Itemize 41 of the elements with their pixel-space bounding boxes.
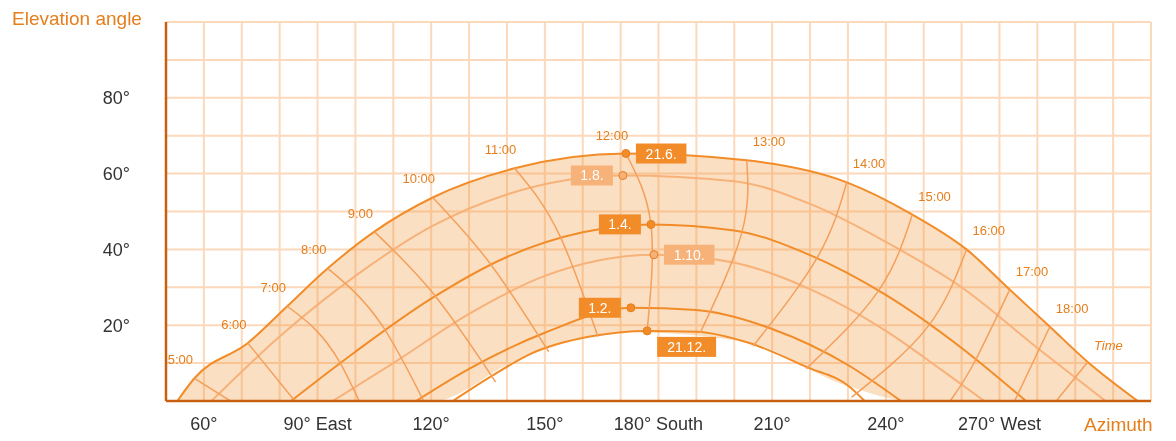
series-label: 21.6. xyxy=(645,145,677,162)
annotation: 18:00 xyxy=(1055,300,1089,316)
y-axis-title: Elevation angle xyxy=(12,8,142,30)
point xyxy=(618,171,628,180)
series-label: 1.4. xyxy=(608,216,632,233)
point xyxy=(642,326,652,336)
point xyxy=(649,250,659,260)
series-label: 1.2. xyxy=(588,299,612,316)
x-tick-label: 180° South xyxy=(613,413,704,434)
annotation: 17:00 xyxy=(1015,263,1049,279)
annotation: 13:00 xyxy=(752,134,786,150)
point xyxy=(626,303,636,313)
series-label: 1.8. xyxy=(580,167,604,184)
annotation: 6:00 xyxy=(221,317,247,333)
y-tick-label: 60° xyxy=(102,163,130,184)
x-tick-label: 150° xyxy=(526,413,564,434)
annotation: 9:00 xyxy=(347,205,374,221)
x-tick-label: 120° xyxy=(412,413,450,434)
annotation: 16:00 xyxy=(972,223,1006,239)
annotation: 7:00 xyxy=(260,280,286,296)
x-axis-title: Azimuth xyxy=(1084,414,1153,436)
annotation: 11:00 xyxy=(484,142,517,158)
x-tick-label: 210° xyxy=(753,413,791,434)
x-tick-label: 270° West xyxy=(958,413,1041,434)
series-label: 1.10. xyxy=(673,246,705,263)
annotation: 14:00 xyxy=(852,156,886,172)
y-tick-label: 80° xyxy=(102,88,130,109)
x-tick-label: 240° xyxy=(867,413,905,434)
y-tick-label: 20° xyxy=(102,315,130,336)
point xyxy=(621,149,631,159)
annotation: 15:00 xyxy=(918,188,951,204)
y-tick-label: 40° xyxy=(102,239,130,260)
annotation: 12:00 xyxy=(595,127,629,143)
annotation: Time xyxy=(1094,338,1123,353)
point xyxy=(646,219,656,229)
series-label: 21.12. xyxy=(667,338,707,355)
annotation: 10:00 xyxy=(402,171,435,187)
x-tick-label: 90° East xyxy=(283,413,352,434)
x-tick-label: 60° xyxy=(190,413,218,434)
annotation: 5:00 xyxy=(167,352,194,368)
annotation: 8:00 xyxy=(301,242,327,258)
